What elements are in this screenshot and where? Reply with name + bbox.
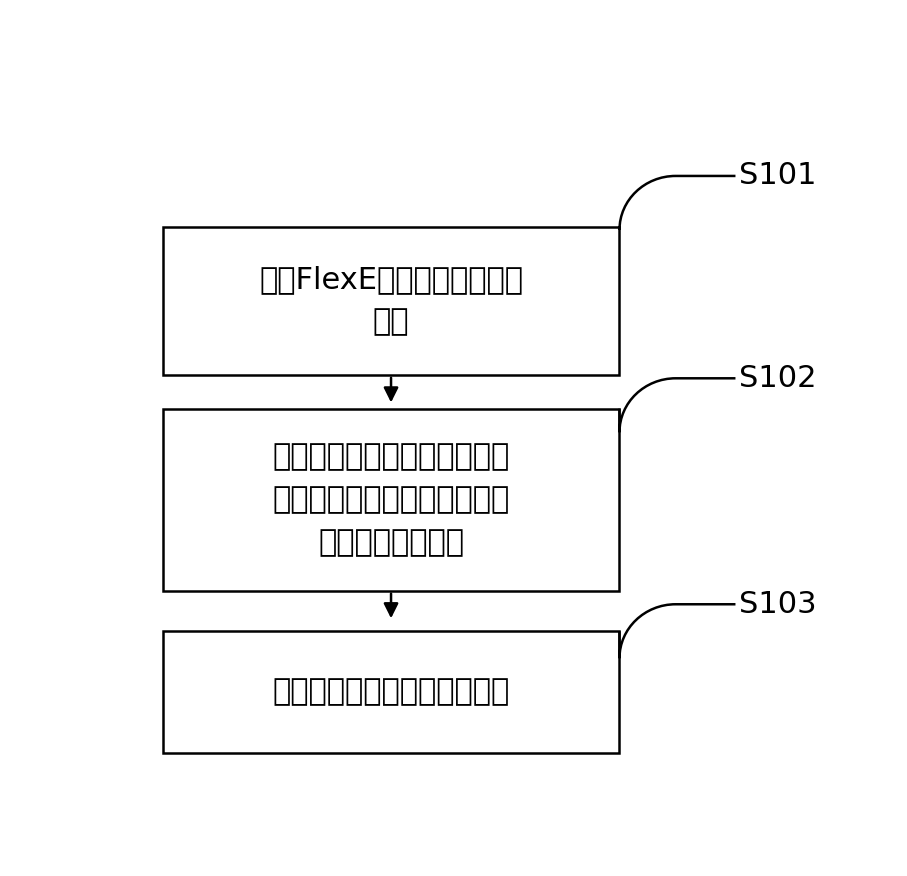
Text: 基于物理通道传输待传输业务: 基于物理通道传输待传输业务 — [272, 677, 510, 706]
Bar — [162, 408, 619, 590]
Text: 确定FlexE待传输业务的带宽
需求: 确定FlexE待传输业务的带宽 需求 — [259, 265, 523, 336]
Text: S102: S102 — [739, 364, 816, 392]
Text: S103: S103 — [739, 590, 816, 618]
Bar — [162, 227, 619, 375]
Bar — [162, 632, 619, 752]
Text: S101: S101 — [739, 161, 816, 190]
Text: 根据带宽需求，选择不同或相
同粒度的日历时隙进行组合得
到所需的物理通道: 根据带宽需求，选择不同或相 同粒度的日历时隙进行组合得 到所需的物理通道 — [272, 442, 510, 557]
